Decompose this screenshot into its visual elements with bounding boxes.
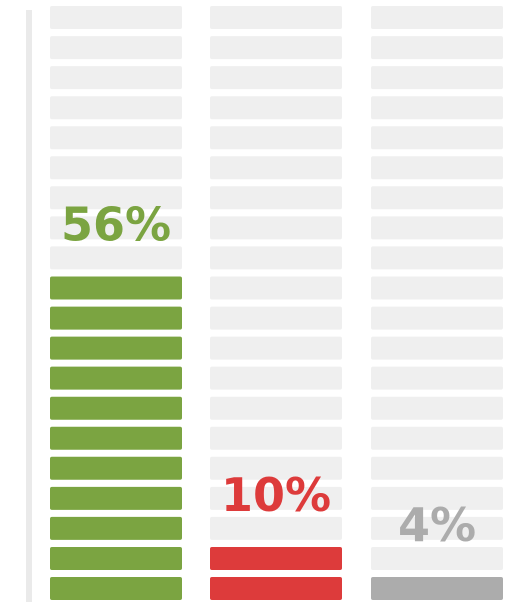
left-axis-line [26, 10, 32, 602]
bar-segment-empty [50, 216, 182, 240]
bar-segment-filled [50, 426, 182, 450]
bar-segment-filled [50, 577, 182, 600]
bar-segment-empty [210, 186, 342, 210]
bar-segment-empty [210, 216, 342, 240]
bar-segment-empty [371, 216, 503, 240]
bar-segment-empty [371, 276, 503, 300]
bar-segment-empty [371, 306, 503, 330]
bar-segment-filled [50, 276, 182, 300]
bar-segment-filled [210, 547, 342, 570]
bar-segment-empty [50, 126, 182, 150]
bar-segment-empty [210, 336, 342, 360]
bar-segment-empty [371, 96, 503, 120]
bar-segment-filled [50, 516, 182, 540]
bar-segment-empty [210, 486, 342, 510]
bar-column-3 [371, 6, 503, 600]
data-label-3: 4% [398, 498, 476, 552]
bar-segment-empty [210, 396, 342, 420]
bar-segment-filled [50, 336, 182, 360]
bar-segment-empty [210, 96, 342, 120]
bar-segment-filled [50, 456, 182, 480]
bar-segment-filled [50, 306, 182, 330]
bar-segment-empty [371, 486, 503, 510]
bar-segment-empty [210, 246, 342, 270]
bar-segment-empty [210, 516, 342, 540]
bar-segment-empty [371, 156, 503, 180]
bar-segment-empty [371, 6, 503, 29]
bar-segment-empty [210, 276, 342, 300]
bar-column-2 [210, 6, 342, 600]
bar-segment-empty [210, 6, 342, 29]
bar-segment-empty [371, 396, 503, 420]
data-label-2: 10% [221, 468, 331, 522]
bar-segment-empty [371, 246, 503, 270]
bar-segment-empty [210, 36, 342, 60]
bar-segment-filled [50, 366, 182, 390]
bar-segment-empty [50, 246, 182, 270]
bar-segment-empty [210, 126, 342, 150]
bar-segment-empty [50, 36, 182, 60]
bar-segment-filled [371, 577, 503, 600]
bar-segment-empty [210, 156, 342, 180]
bar-segment-empty [210, 456, 342, 480]
bar-segment-empty [371, 547, 503, 570]
bar-segment-filled [50, 396, 182, 420]
bar-segment-empty [371, 36, 503, 60]
bar-segment-empty [371, 126, 503, 150]
bar-segment-empty [210, 366, 342, 390]
bar-segment-empty [371, 66, 503, 90]
bar-segment-empty [371, 186, 503, 210]
bar-segment-empty [210, 66, 342, 90]
bar-segment-empty [210, 306, 342, 330]
bar-segment-empty [371, 336, 503, 360]
bar-segment-empty [210, 426, 342, 450]
bar-segment-empty [50, 186, 182, 210]
bar-segment-empty [371, 426, 503, 450]
bar-segment-empty [50, 66, 182, 90]
bar-segment-filled [50, 547, 182, 570]
bar-segment-empty [50, 156, 182, 180]
data-label-1: 56% [61, 198, 171, 252]
bar-segment-empty [371, 516, 503, 540]
bar-column-1 [50, 6, 182, 600]
bar-segment-empty [371, 366, 503, 390]
bar-segment-empty [50, 96, 182, 120]
bar-segment-empty [50, 6, 182, 29]
bar-segment-filled [210, 577, 342, 600]
bar-segment-filled [50, 486, 182, 510]
bar-segment-empty [371, 456, 503, 480]
